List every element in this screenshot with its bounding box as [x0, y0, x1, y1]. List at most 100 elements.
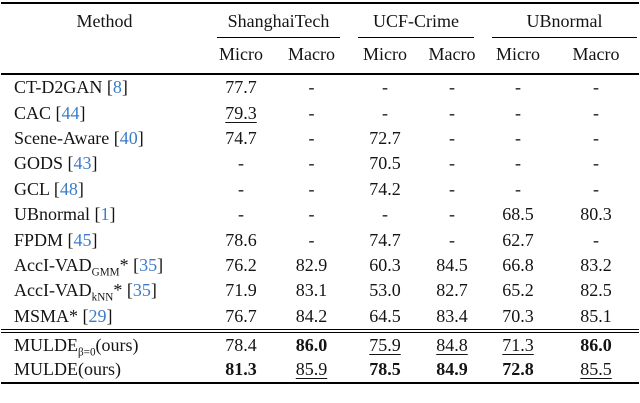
value-cell: - [274, 126, 349, 151]
value-cell: - [274, 100, 349, 125]
citation-link[interactable]: 35 [132, 280, 151, 301]
value-cell: - [553, 126, 639, 151]
metric-value: - [593, 102, 600, 123]
metric-value: 74.7 [225, 127, 257, 148]
metric-value: - [308, 77, 315, 98]
metric-value: - [515, 153, 522, 174]
metric-value: - [449, 153, 455, 174]
value-cell: 76.2 [208, 253, 274, 278]
method-cell: MSMA* [29] [14, 305, 113, 326]
citation-link[interactable]: 43 [73, 153, 92, 174]
table-row: FPDM [45] 78.6 - 74.7 - 62.7 - [1, 227, 639, 252]
method-cell: Scene-Aware [40] [14, 127, 144, 148]
table-row: MULDEβ=0(ours) 78.4 86.0 75.9 84.8 71.3 86.0 [1, 333, 639, 358]
metric-value: 83.4 [436, 305, 468, 326]
value-cell: - [421, 202, 483, 227]
value-cell: 77.7 [208, 74, 274, 100]
subheader-row: Micro Macro Micro Macro Micro Macro [1, 38, 640, 75]
value-cell: 64.5 [349, 304, 421, 330]
metric-value: 85.9 [295, 359, 328, 380]
value-cell: 85.9 [274, 358, 349, 383]
metric-value: - [382, 102, 388, 123]
metric-value: - [382, 77, 388, 98]
divider-line [1, 328, 640, 334]
value-cell: 83.4 [421, 304, 483, 330]
citation-link[interactable]: 1 [100, 204, 110, 225]
value-cell: - [421, 100, 483, 125]
group-header-row: Method ShanghaiTech UCF-Crime UBnormal [1, 3, 639, 75]
citation-link[interactable]: 40 [119, 127, 138, 148]
method-cell: CAC [44] [14, 102, 86, 123]
value-cell: - [553, 74, 639, 100]
table-row: CAC [44] 79.3 - - - - - [1, 100, 639, 125]
value-cell: 85.5 [553, 358, 639, 383]
metric-value: 84.5 [436, 254, 468, 275]
table-header: Method ShanghaiTech UCF-Crime UBnormal M… [1, 3, 640, 75]
value-cell: - [421, 151, 483, 176]
metric-value: - [308, 229, 315, 250]
metric-value: - [308, 102, 315, 123]
method-cell: GCL [48] [14, 178, 84, 199]
metric-value: 86.0 [295, 335, 328, 355]
metric-value: 72.7 [369, 127, 401, 148]
group-label: UCF-Crime [373, 11, 460, 31]
metric-value: 82.5 [580, 280, 612, 301]
metric-value: - [238, 178, 244, 199]
group-underline: ShanghaiTech [217, 11, 340, 38]
group-underline: UCF-Crime [358, 11, 475, 38]
method-cell: UBnormal [1] [14, 204, 116, 225]
value-cell: 82.9 [274, 253, 349, 278]
metric-value: - [515, 102, 522, 123]
subcolumn-header-macro: Macro [421, 38, 484, 75]
metric-value: 78.6 [225, 229, 257, 250]
value-cell: 78.6 [208, 227, 274, 252]
value-cell: 70.3 [483, 304, 553, 330]
metric-value: - [593, 127, 600, 148]
citation-link[interactable]: 29 [88, 305, 107, 326]
subcolumn-header-micro: Micro [208, 38, 274, 75]
citation-link[interactable]: 45 [73, 229, 92, 250]
value-cell: 65.2 [483, 278, 553, 303]
metric-value: - [515, 178, 522, 199]
citation-link[interactable]: 44 [61, 102, 80, 123]
table-row: MSMA* [29] 76.7 84.2 64.5 83.4 70.3 85.1 [1, 304, 639, 330]
results-table: Method ShanghaiTech UCF-Crime UBnormal M… [1, 2, 640, 384]
value-cell: 79.3 [208, 100, 274, 125]
value-cell: 74.7 [208, 126, 274, 151]
metric-value: 85.5 [580, 359, 612, 380]
value-cell: 74.7 [349, 227, 421, 252]
metric-value: - [449, 229, 455, 250]
value-cell: - [553, 177, 639, 202]
table-body: CT-D2GAN [8] 77.7- - - - - CAC [44] 79.3- - - - - Sc… [1, 74, 640, 383]
subcolumn-header-micro: Micro [349, 38, 421, 75]
metric-value: - [515, 77, 522, 98]
metric-value: - [449, 127, 455, 148]
citation-link[interactable]: 35 [139, 254, 158, 275]
metric-value: 70.5 [369, 153, 401, 174]
value-cell: - [208, 177, 274, 202]
table-row: GODS [43] - - 70.5 - - - [1, 151, 639, 176]
method-cell: AccI-VADGMM* [35] [14, 254, 164, 279]
value-cell: 68.5 [483, 202, 553, 227]
column-group-ubnormal: UBnormal [483, 3, 639, 38]
method-cell: FPDM [45] [14, 229, 98, 250]
metric-value: 79.3 [225, 102, 257, 123]
metric-value: 64.5 [369, 305, 401, 326]
value-cell: - [349, 202, 421, 227]
metric-value: - [593, 153, 600, 174]
metric-value: 81.3 [225, 359, 257, 380]
value-cell: - [274, 151, 349, 176]
value-cell: 72.7 [349, 126, 421, 151]
subcolumn-header-macro: Macro [274, 38, 349, 75]
metric-value: 80.3 [580, 204, 612, 225]
value-cell: 75.9 [349, 333, 421, 358]
metric-value: 66.8 [502, 254, 534, 275]
value-cell: 85.1 [553, 304, 639, 330]
citation-link[interactable]: 48 [59, 178, 78, 199]
metric-value: 76.7 [225, 305, 257, 326]
citation-link[interactable]: 8 [112, 77, 122, 98]
section-divider-double-rule [1, 328, 640, 334]
table-row: Scene-Aware [40] 74.7 - 72.7 - - - [1, 126, 639, 151]
method-subscript: β=0 [78, 346, 96, 359]
metric-value: - [593, 229, 600, 250]
